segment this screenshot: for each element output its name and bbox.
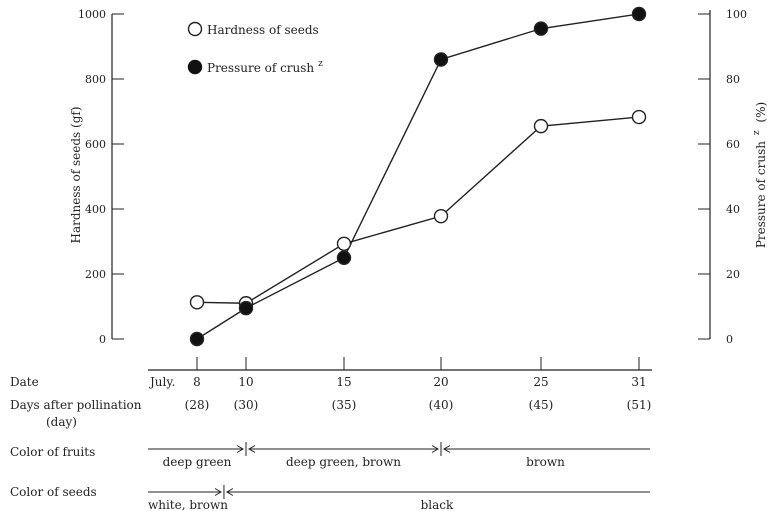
days-labels: (28) (30) (35) (40) (45) (51)	[185, 398, 652, 412]
right-y-tick-label: 40	[726, 203, 740, 216]
pressure-data-point	[433, 52, 449, 67]
days-row-unit: (day)	[46, 415, 77, 429]
row-arrow-right	[236, 445, 244, 453]
date-label: 10	[238, 375, 253, 389]
hardness-data-point	[189, 295, 205, 310]
row-segment-label: deep green	[163, 455, 232, 469]
right-y-tick-label: 60	[726, 138, 740, 151]
date-prefix: July.	[148, 375, 175, 389]
right-y-axis-title: Pressure of crush z (%)	[748, 102, 767, 248]
row-arrow-left	[443, 445, 451, 453]
seed-color-row: white, brown black	[148, 485, 650, 511]
date-row-label: Date	[10, 375, 39, 389]
left-y-ticks: 0 200 400 600 800 1000	[78, 8, 124, 346]
pressure-data-point	[631, 6, 647, 22]
row-arrow-left	[225, 488, 234, 496]
right-y-axis-title-text: Pressure of crush	[754, 141, 767, 248]
fruit-color-row: deep green deep green, brown brown	[148, 442, 650, 469]
legend-filled-circle-marker	[187, 59, 203, 75]
row-segment-label: deep green, brown	[286, 455, 401, 469]
hardness-data-point	[336, 236, 352, 251]
left-y-tick-label: 800	[85, 73, 106, 86]
legend-label-pressure: Pressure of crush z	[207, 59, 323, 75]
right-y-tick-label: 20	[726, 268, 740, 281]
date-label: 25	[533, 375, 548, 389]
row-segment-label: brown	[526, 455, 565, 469]
hardness-data-point	[631, 109, 647, 125]
pressure-data-point	[533, 21, 549, 36]
fruit-color-row-label: Color of fruits	[10, 445, 95, 459]
left-y-tick-label: 600	[85, 138, 106, 151]
pressure-data-point	[336, 250, 352, 265]
row-arrow-right	[214, 488, 222, 496]
pressure-data-point	[189, 331, 205, 347]
left-y-axis-title: Hardness of seeds (gf)	[69, 107, 83, 244]
days-after-pollination-label: (45)	[529, 398, 554, 412]
series-line-pressure	[196, 13, 640, 340]
legend-open-circle-marker	[187, 21, 203, 37]
pressure-data-point	[238, 300, 254, 316]
date-labels: 8 10 15 20 25 31	[193, 375, 646, 389]
right-y-tick-label: 80	[726, 73, 740, 86]
days-after-pollination-label: (51)	[627, 398, 652, 412]
days-after-pollination-label: (35)	[332, 398, 357, 412]
days-after-pollination-label: (40)	[429, 398, 454, 412]
days-row-label: Days after pollination	[10, 398, 142, 412]
date-label: 8	[193, 375, 201, 389]
right-y-axis-title-unit: (%)	[754, 102, 767, 123]
days-after-pollination-label: (28)	[185, 398, 210, 412]
legend: Hardness of seeds Pressure of crush z	[187, 21, 323, 75]
right-y-axis-title-sup: z	[752, 130, 762, 135]
row-segment-label: black	[421, 498, 454, 511]
row-arrow-left	[248, 445, 256, 453]
right-y-ticks: 0 20 40 60 80 100	[698, 8, 747, 346]
hardness-data-point	[533, 118, 549, 134]
series-line-hardness	[196, 116, 640, 304]
date-label: 31	[631, 375, 646, 389]
date-label: 15	[336, 375, 351, 389]
right-y-tick-label: 100	[726, 8, 747, 21]
right-y-tick-label: 0	[726, 333, 733, 346]
days-after-pollination-label: (30)	[234, 398, 259, 412]
row-segment-label: white, brown	[148, 498, 228, 511]
left-y-tick-label: 400	[85, 203, 106, 216]
hardness-data-point	[433, 208, 449, 224]
seed-color-row-label: Color of seeds	[10, 485, 97, 499]
date-label: 20	[433, 375, 448, 389]
left-y-tick-label: 200	[85, 268, 106, 281]
legend-label-hardness: Hardness of seeds	[207, 23, 319, 37]
x-ticks	[196, 357, 640, 370]
row-arrow-right	[431, 445, 439, 453]
series-layer	[189, 6, 647, 347]
left-y-tick-label: 1000	[78, 8, 106, 21]
left-y-tick-label: 0	[99, 333, 106, 346]
